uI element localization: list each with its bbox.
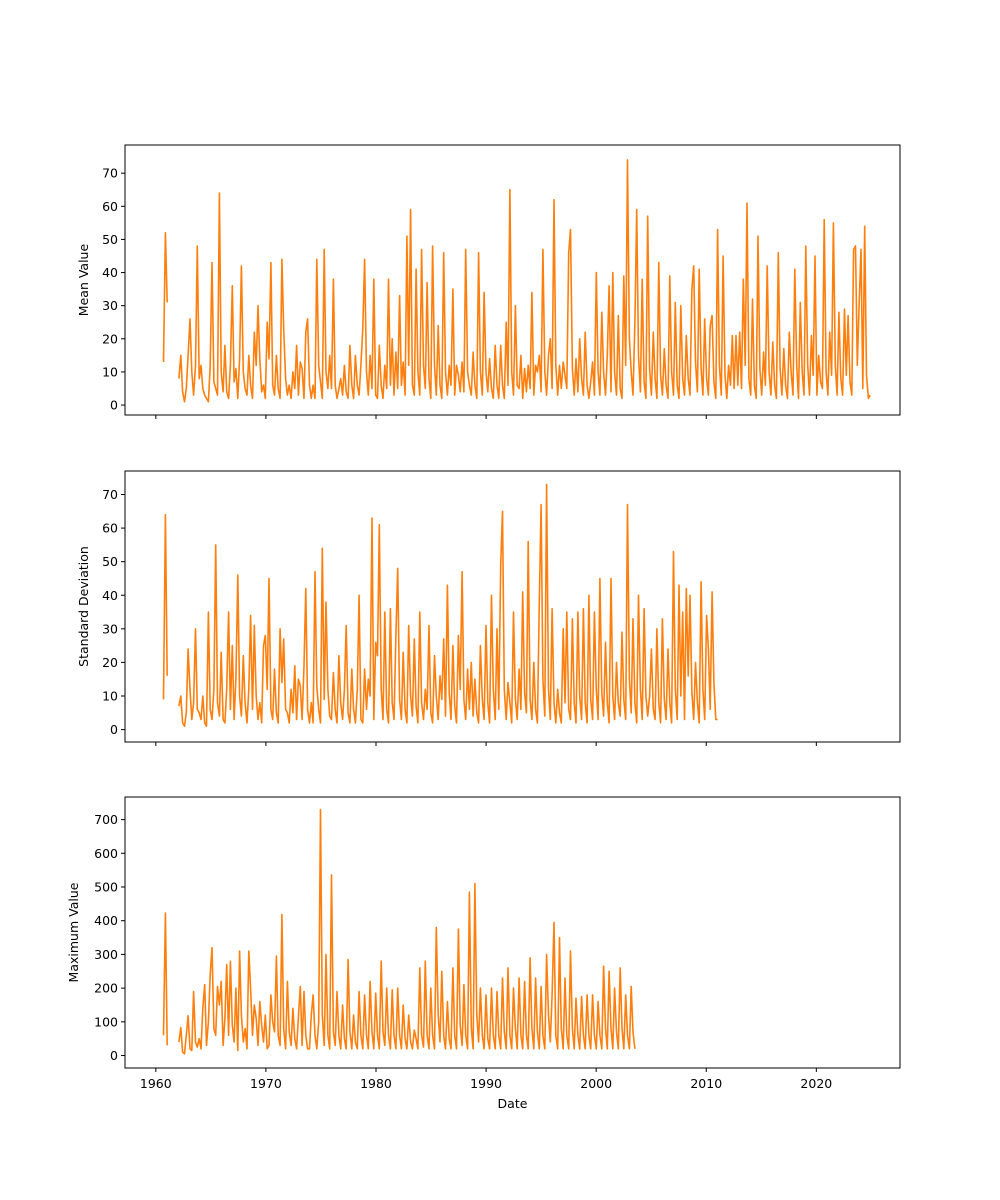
y-tick-label: 600 [94,846,118,861]
y-tick-label: 40 [102,265,118,280]
y-tick-label: 70 [102,487,118,502]
subplot-1: 0 10 20 30 40 50 60 70 Mean Value [76,144,901,419]
y-tick-label: 20 [102,655,118,670]
x-tick-label: 1980 [360,1076,392,1091]
y-tick-label: 10 [102,688,118,703]
subplot-3: 0 100 200 300 400 500 600 700 1960 1970 1980 1990 20… [66,796,901,1091]
y-tick-label: 30 [102,621,118,636]
series-line-segment [178,159,871,403]
x-tick-label: 2000 [580,1076,612,1091]
y-axis-title: Standard Deviation [76,546,91,667]
y-tick-label: 70 [102,166,118,181]
y-tick-label: 300 [94,947,118,962]
y-tick-label: 0 [110,722,118,737]
y-tick-label: 40 [102,588,118,603]
series-line-segment [162,513,168,700]
y-tick-label: 700 [94,812,118,827]
y-tick-label: 50 [102,232,118,247]
y-tick-label: 20 [102,331,118,346]
y-tick-label: 0 [110,1048,118,1063]
series-line-segment [162,232,168,363]
y-axis-title: Mean Value [76,244,91,317]
y-tick-label: 60 [102,199,118,214]
y-tick-label: 10 [102,364,118,379]
axes-frame [124,144,901,416]
axes-frame [124,796,901,1069]
x-tick-label: 2020 [800,1076,832,1091]
y-tick-label: 50 [102,554,118,569]
y-axis-title: Maximum Value [66,882,81,982]
x-tick-label: 1990 [470,1076,502,1091]
y-tick-label: 60 [102,521,118,536]
x-tick-label: 1970 [250,1076,282,1091]
x-axis-title: Date [498,1096,528,1111]
series-line-segment [178,808,636,1055]
x-tick-label: 2010 [690,1076,722,1091]
y-tick-label: 0 [110,398,118,413]
x-tick-label: 1960 [140,1076,172,1091]
subplot-2: 0 10 20 30 40 50 60 70 Standard Deviation [76,470,901,746]
series-line-segment [178,483,718,728]
y-tick-label: 100 [94,1014,118,1029]
y-tick-label: 500 [94,879,118,894]
axes-frame [124,470,901,743]
series-line-segment [162,912,168,1046]
y-tick-label: 200 [94,981,118,996]
y-tick-label: 400 [94,913,118,928]
panels-group: 0 10 20 30 40 50 60 70 Mean Value 0 10 20 30 40 50 60 70… [66,144,901,1091]
y-tick-label: 30 [102,298,118,313]
